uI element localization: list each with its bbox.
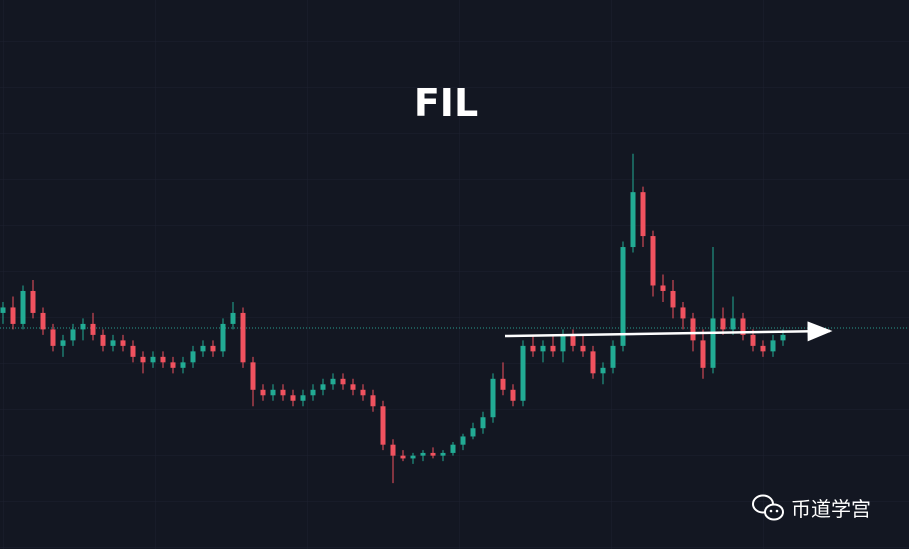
candle-body bbox=[160, 356, 166, 363]
candle-body bbox=[700, 340, 706, 368]
candle-body bbox=[540, 345, 546, 352]
candle-body bbox=[360, 389, 366, 396]
candle-body bbox=[590, 351, 596, 374]
candle-body bbox=[270, 389, 276, 396]
candle-body bbox=[550, 345, 556, 352]
candle-body bbox=[240, 312, 246, 363]
candle-body bbox=[350, 384, 356, 390]
candle-body bbox=[440, 452, 446, 456]
candle-body bbox=[40, 312, 46, 330]
candle-body bbox=[230, 312, 236, 324]
candle-body bbox=[170, 362, 176, 368]
candle-body bbox=[510, 389, 516, 401]
candle-body bbox=[210, 345, 216, 352]
candle-body bbox=[600, 367, 606, 374]
candle-body bbox=[130, 345, 136, 357]
candle-body bbox=[70, 329, 76, 341]
candle-body bbox=[740, 318, 746, 335]
candle-body bbox=[460, 436, 466, 445]
arrow bbox=[504, 321, 833, 342]
candle-body bbox=[10, 307, 16, 324]
candle-body bbox=[650, 236, 656, 286]
candle-body bbox=[660, 285, 666, 291]
candle-body bbox=[610, 345, 616, 368]
candle-body bbox=[410, 455, 416, 459]
candle-body bbox=[390, 444, 396, 456]
candle-body bbox=[300, 395, 306, 401]
candle-body bbox=[180, 362, 186, 368]
candle-body bbox=[470, 428, 476, 437]
candle-body bbox=[500, 378, 506, 390]
candle-body bbox=[680, 307, 686, 319]
candle-body bbox=[260, 389, 266, 396]
candle-body bbox=[140, 356, 146, 363]
watermark: 币道学宫 bbox=[791, 497, 871, 521]
candle-body bbox=[420, 452, 426, 456]
candle-body bbox=[320, 384, 326, 390]
candle-body bbox=[780, 334, 786, 341]
candle-body bbox=[710, 318, 716, 368]
candle-body bbox=[310, 389, 316, 396]
candle-body bbox=[0, 307, 6, 313]
candle-body bbox=[190, 351, 196, 363]
candle-body bbox=[430, 452, 436, 456]
candle-body bbox=[280, 389, 286, 396]
candle-body bbox=[150, 356, 156, 363]
candle-body bbox=[750, 334, 756, 346]
candle-body bbox=[450, 444, 456, 453]
candle-body bbox=[630, 192, 636, 248]
candle-body bbox=[690, 318, 696, 341]
candle-body bbox=[580, 345, 586, 352]
candle-body bbox=[490, 378, 496, 418]
candle-body bbox=[670, 290, 676, 308]
candle-body bbox=[640, 192, 646, 237]
candle-body bbox=[570, 334, 576, 346]
candle-body bbox=[530, 345, 536, 352]
candle-body bbox=[50, 329, 56, 346]
wechat-icon bbox=[752, 494, 784, 521]
candle-body bbox=[340, 378, 346, 385]
candle-body bbox=[520, 345, 526, 401]
candle-body bbox=[380, 406, 386, 445]
candle-body bbox=[110, 340, 116, 346]
candle-body bbox=[200, 345, 206, 352]
candles bbox=[0, 153, 786, 484]
chart-title: FIL bbox=[414, 81, 478, 125]
candle-body bbox=[120, 340, 126, 346]
candle-body bbox=[80, 323, 86, 330]
candle-body bbox=[20, 290, 26, 324]
candle-body bbox=[770, 340, 776, 352]
candle-body bbox=[220, 323, 226, 352]
candle-body bbox=[620, 247, 626, 346]
candle-body bbox=[290, 395, 296, 401]
candle-body bbox=[60, 340, 66, 346]
candle-body bbox=[90, 323, 96, 335]
candle-body bbox=[100, 334, 106, 346]
candle-body bbox=[560, 334, 566, 352]
candle-body bbox=[720, 318, 726, 330]
candle-body bbox=[760, 345, 766, 352]
candle-body bbox=[480, 417, 486, 429]
candle-body bbox=[400, 455, 406, 459]
candle-body bbox=[730, 318, 736, 330]
candle-body bbox=[370, 395, 376, 407]
candle-body bbox=[30, 290, 36, 313]
candle-body bbox=[250, 362, 256, 390]
candle-body bbox=[330, 378, 336, 385]
